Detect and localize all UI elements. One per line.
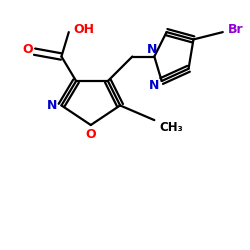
Text: N: N xyxy=(147,43,157,56)
Text: O: O xyxy=(86,128,96,141)
Text: O: O xyxy=(22,43,32,56)
Text: N: N xyxy=(46,99,57,112)
Text: Br: Br xyxy=(228,23,243,36)
Text: OH: OH xyxy=(74,23,95,36)
Text: N: N xyxy=(149,80,160,92)
Text: CH₃: CH₃ xyxy=(159,121,183,134)
